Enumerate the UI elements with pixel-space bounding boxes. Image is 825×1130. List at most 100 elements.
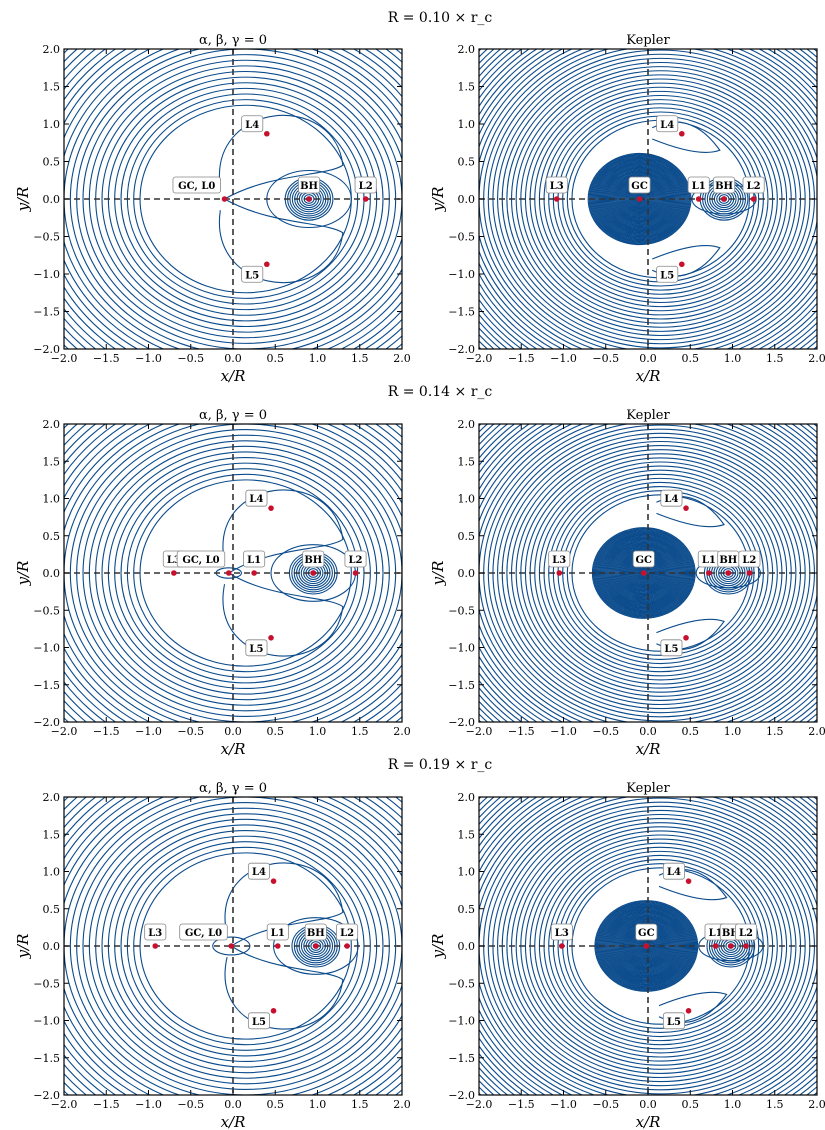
x-tick-label: −0.5 — [592, 352, 619, 365]
point-label-box — [687, 176, 710, 194]
row-title-1: R = 0.14 × r_c — [388, 384, 493, 400]
point-label-box — [550, 923, 573, 941]
outer-contour — [524, 78, 797, 320]
point-label-box — [738, 550, 761, 568]
x-axis-label: x/R — [636, 1113, 661, 1130]
x-tick-label: 1.5 — [351, 352, 369, 365]
panel-1-kepler: −2.0 −1.5 −1.0 −0.5 0.0 0.5 1.0 1.5 2.0 −2.0 −1.5 −… — [429, 408, 825, 758]
outer-contour — [69, 49, 402, 349]
y-tick-label: 0.0 — [43, 567, 61, 580]
x-tick-label: −2.0 — [51, 725, 78, 738]
x-tick-label: 1.0 — [724, 352, 742, 365]
panel-2-alpha-beta-gamma-zero: −2.0 −1.5 −1.0 −0.5 0.0 0.5 1.0 1.5 2.0 −2.0 −1.5 −… — [14, 781, 411, 1130]
point-label-l5: L5 — [249, 644, 263, 655]
horseshoe-contour-lower — [218, 198, 344, 284]
point-label-l3: L3 — [552, 555, 566, 566]
y-axis-label: y/R — [429, 934, 447, 960]
point-label-l1: L1 — [247, 555, 261, 566]
x-axis-label: x/R — [636, 367, 661, 385]
y-tick-label: 2.0 — [458, 791, 476, 804]
gc-contour — [616, 919, 676, 973]
point-label-l3: L3 — [167, 555, 181, 566]
point-l3 — [559, 943, 565, 949]
point-label-l2: L2 — [747, 181, 761, 192]
x-tick-label: 2.0 — [393, 1098, 411, 1111]
y-tick-label: −0.5 — [33, 231, 60, 244]
point-l2 — [352, 570, 359, 576]
x-tick-label: −1.0 — [550, 352, 577, 365]
y-tick-label: −2.0 — [448, 716, 475, 729]
point-label-box — [245, 639, 268, 657]
point-l4 — [264, 130, 270, 137]
y-tick-label: −2.0 — [33, 716, 60, 729]
contour-lines — [479, 797, 817, 1095]
y-tick-label: −1.5 — [33, 679, 60, 692]
y-tick-label: 1.5 — [43, 81, 61, 94]
panel-title: Kepler — [626, 408, 670, 423]
point-label-l4: L4 — [660, 120, 674, 131]
point-label-box — [245, 489, 268, 507]
point-label-l4: L4 — [667, 867, 681, 878]
point-l5 — [685, 1008, 692, 1014]
y-tick-label: 1.5 — [43, 455, 61, 468]
point-bh — [313, 943, 319, 949]
x-tick-label: −1.5 — [508, 352, 535, 365]
point-label-l4: L4 — [245, 120, 259, 131]
point-label-l3: L3 — [148, 928, 162, 939]
point-label-l4: L4 — [664, 494, 678, 505]
outer-contour — [69, 424, 402, 722]
point-l4 — [268, 505, 274, 511]
point-label-box — [172, 176, 221, 194]
point-l1 — [712, 943, 719, 949]
point-label-bh: BH — [722, 928, 740, 939]
point-label-box — [298, 176, 321, 194]
x-tick-label: 1.0 — [724, 1098, 742, 1111]
x-tick-label: 1.5 — [766, 725, 784, 738]
point-gc-l0 — [225, 570, 232, 576]
gc-contour — [605, 909, 688, 983]
point-l1 — [706, 570, 712, 576]
y-tick-label: −1.0 — [33, 268, 60, 281]
x-tick-label: 1.0 — [309, 352, 327, 365]
panel-2-kepler: −2.0 −1.5 −1.0 −0.5 0.0 0.5 1.0 1.5 2.0 −2.0 −1.5 −… — [429, 781, 825, 1130]
x-tick-label: −0.5 — [177, 352, 204, 365]
point-label-l1: L1 — [692, 181, 706, 192]
point-label-l2: L2 — [349, 555, 363, 566]
outer-contour — [82, 54, 402, 344]
point-l2 — [750, 196, 757, 202]
point-l3 — [553, 196, 560, 202]
point-l5 — [264, 261, 270, 268]
horseshoe-contour-upper — [218, 114, 344, 200]
point-label-box — [302, 550, 325, 568]
x-tick-label: 0.0 — [224, 352, 242, 365]
x-tick-label: 0.5 — [267, 1098, 285, 1111]
y-tick-label: −1.5 — [33, 1052, 60, 1065]
point-label-l2: L2 — [340, 928, 354, 939]
x-tick-label: 2.0 — [808, 1098, 825, 1111]
row-title-0: R = 0.10 × r_c — [388, 10, 493, 26]
y-tick-label: 1.5 — [458, 828, 476, 841]
point-l1 — [695, 196, 702, 202]
point-label-bh: BH — [300, 181, 318, 192]
x-tick-label: −2.0 — [51, 352, 78, 365]
x-tick-label: −0.5 — [592, 1098, 619, 1111]
panel-0-alpha-beta-gamma-zero: −2.0 −1.5 −1.0 −0.5 0.0 0.5 1.0 1.5 2.0 −2.0 −1.5 −… — [14, 33, 411, 385]
point-label-l2: L2 — [359, 181, 373, 192]
outer-contour — [64, 797, 402, 1095]
gc-contour — [606, 910, 687, 982]
y-tick-label: 0.0 — [458, 567, 476, 580]
x-tick-label: 0.5 — [267, 725, 285, 738]
contour-lines — [479, 49, 817, 349]
outer-contour — [487, 797, 817, 1095]
bh-contour — [310, 941, 322, 951]
y-tick-label: 1.5 — [458, 455, 476, 468]
point-label-gc-l0: GC, L0 — [185, 928, 222, 939]
point-l3 — [152, 943, 159, 949]
x-tick-label: 0.5 — [682, 1098, 700, 1111]
point-label-l5: L5 — [667, 1017, 681, 1028]
x-axis-label: x/R — [221, 367, 246, 385]
point-label-l3: L3 — [550, 181, 564, 192]
point-l4 — [679, 130, 685, 137]
point-label-box — [662, 862, 685, 880]
